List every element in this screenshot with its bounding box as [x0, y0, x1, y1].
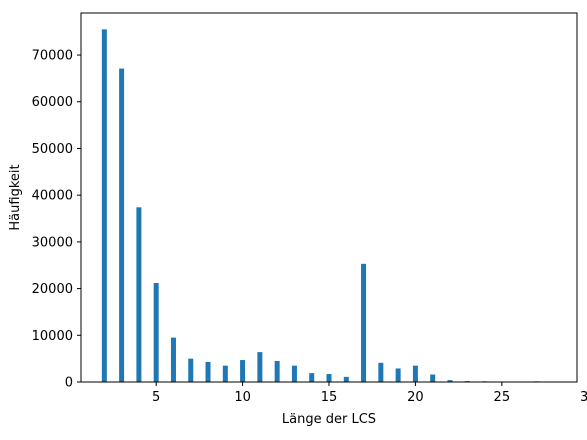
bar — [136, 207, 141, 382]
bar — [378, 363, 383, 382]
y-tick-label: 70000 — [32, 49, 73, 64]
x-axis-label: Länge der LCS — [282, 412, 376, 427]
y-tick-label: 50000 — [32, 142, 73, 157]
y-tick-label: 10000 — [32, 329, 73, 344]
bar — [309, 373, 314, 382]
bar — [327, 374, 332, 382]
bar — [154, 283, 159, 382]
x-tick-label: 15 — [321, 390, 338, 405]
bar — [119, 69, 124, 382]
bar — [171, 338, 176, 382]
y-tick-label: 40000 — [32, 189, 73, 204]
x-tick-label: 20 — [407, 390, 424, 405]
y-tick-label: 0 — [65, 376, 73, 391]
x-axis-ticks: 5 10 15 20 25 30 — [152, 382, 587, 405]
bar — [257, 352, 262, 382]
bar — [292, 366, 297, 382]
x-tick-label: 25 — [494, 390, 511, 405]
bar — [188, 359, 193, 382]
bar — [344, 377, 349, 382]
y-tick-label: 30000 — [32, 235, 73, 250]
bar — [413, 366, 418, 382]
x-tick-label: 5 — [152, 390, 160, 405]
bar — [240, 360, 245, 382]
bar — [102, 29, 107, 382]
y-axis-ticks: 0 10000 20000 30000 40000 50000 60000 70000 — [32, 49, 81, 391]
bar — [206, 362, 211, 382]
bar — [275, 361, 280, 382]
bar — [223, 366, 228, 382]
bar — [361, 264, 366, 382]
y-tick-label: 20000 — [32, 282, 73, 297]
bar — [430, 375, 435, 382]
y-tick-label: 60000 — [32, 95, 73, 110]
y-axis-label: Häufigkeit — [8, 164, 23, 230]
bar — [396, 368, 401, 382]
x-tick-label: 30 — [580, 390, 587, 405]
x-tick-label: 10 — [234, 390, 251, 405]
bars-group — [102, 29, 539, 382]
